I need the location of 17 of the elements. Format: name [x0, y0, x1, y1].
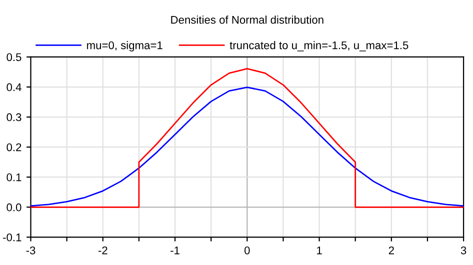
- y-tick-label: 0.5: [6, 53, 22, 62]
- legend-label: mu=0, sigma=1: [87, 41, 162, 52]
- y-tick-label: 0.1: [6, 173, 22, 182]
- y-tick-label: 0.2: [6, 143, 22, 152]
- x-tick-label: 0: [244, 246, 250, 254]
- y-tick-label: 0.4: [6, 83, 22, 92]
- chart-title: Densities of Normal distribution: [171, 16, 324, 24]
- x-tick-label: -1: [170, 246, 180, 254]
- x-tick-label: -3: [26, 246, 36, 254]
- x-tick-label: -2: [98, 246, 108, 254]
- x-tick-label: 2: [388, 246, 394, 254]
- y-tick-label: 0.3: [6, 113, 22, 122]
- x-tick-label: 1: [317, 246, 322, 254]
- x-tick-label: 3: [460, 246, 466, 254]
- legend-label: truncated to u_min=-1.5, u_max=1.5: [230, 41, 408, 52]
- y-tick-label: 0.0: [6, 203, 22, 212]
- y-tick-label: -0.1: [3, 233, 22, 242]
